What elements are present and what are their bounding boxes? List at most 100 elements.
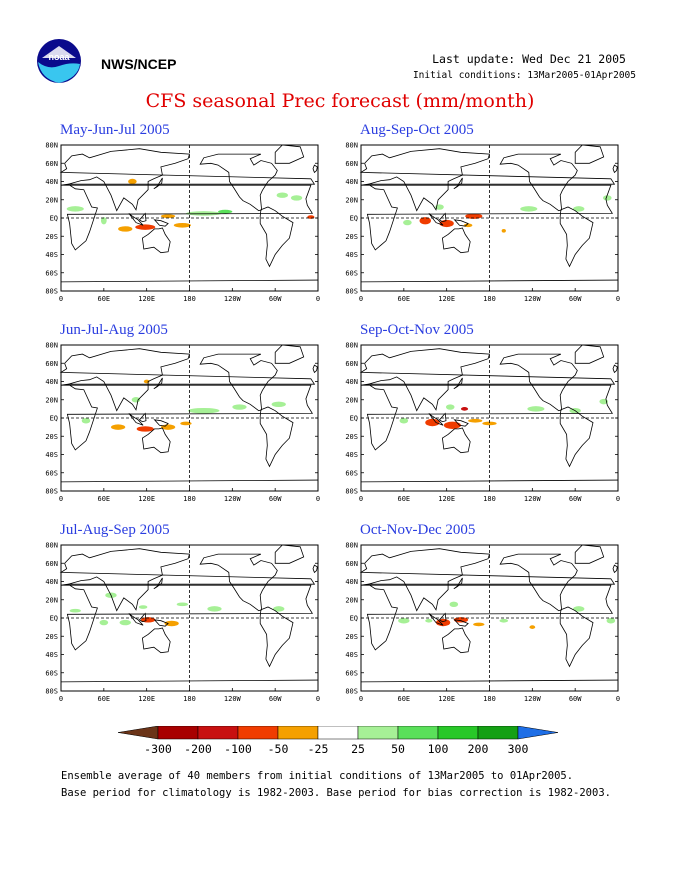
colorbar-segment <box>317 726 359 740</box>
coastline <box>138 412 147 423</box>
colorbar-segment <box>397 726 439 740</box>
precip-anomaly-area <box>276 192 289 198</box>
latitude-tick-label: 80N <box>345 342 358 350</box>
precip-anomaly-area <box>273 606 285 612</box>
latitude-tick-label: 40N <box>345 578 358 586</box>
longitude-tick-label: 120W <box>224 295 242 303</box>
longitude-tick-label: 0 <box>59 495 63 503</box>
latitude-tick-label: EQ <box>350 615 358 623</box>
longitude-tick-label: 0 <box>59 295 63 303</box>
precip-anomaly-area <box>606 618 616 624</box>
coastline <box>428 413 444 426</box>
coastline <box>559 606 594 668</box>
coastline <box>359 348 616 412</box>
coastline <box>428 613 444 626</box>
coastline <box>199 553 278 612</box>
latitude-tick-label: 40N <box>45 578 58 586</box>
longitude-tick-label: 180 <box>183 295 196 303</box>
coastline <box>574 344 605 364</box>
latitude-tick-label: 20S <box>345 433 358 441</box>
coastline <box>141 427 171 454</box>
latitude-tick-label: 20S <box>345 633 358 641</box>
coastline <box>59 548 316 612</box>
latitude-tick-label: 60S <box>45 669 58 677</box>
colorbar-segment <box>277 726 319 740</box>
coastline <box>499 353 578 412</box>
longitude-tick-label: 180 <box>183 495 196 503</box>
precip-anomaly-area <box>603 195 612 201</box>
precip-anomaly-area <box>135 224 156 230</box>
precip-anomaly-area <box>131 397 141 403</box>
coastline <box>441 627 471 654</box>
latitude-tick-label: 80S <box>45 688 58 696</box>
precip-anomaly-area <box>460 407 469 411</box>
longitude-tick-label: 0 <box>316 295 320 303</box>
coastline <box>438 412 447 423</box>
longitude-tick-label: 60E <box>398 695 411 703</box>
coastline <box>128 413 144 426</box>
coastline <box>441 427 471 454</box>
latitude-tick-label: 80N <box>345 542 358 550</box>
latitude-tick-label: 40S <box>45 251 58 259</box>
longitude-tick-label: 0 <box>316 495 320 503</box>
precip-anomaly-area <box>482 421 497 426</box>
latitude-tick-label: EQ <box>350 415 358 423</box>
coastline <box>259 206 294 268</box>
latitude-tick-label: 80N <box>45 542 58 550</box>
longitude-tick-label: 0 <box>316 695 320 703</box>
precip-anomaly-area <box>435 204 444 210</box>
coastline <box>153 577 163 590</box>
latitude-tick-label: 40S <box>345 251 358 259</box>
initial-conditions: Initial conditions: 13Mar2005-01Apr2005 <box>412 70 636 81</box>
coastline <box>153 377 163 390</box>
coastline <box>612 364 618 374</box>
longitude-tick-label: 60W <box>569 695 582 703</box>
precip-anomaly-area <box>473 622 485 627</box>
latitude-tick-label: 80S <box>345 688 358 696</box>
coastline <box>59 148 316 212</box>
precip-anomaly-area <box>110 424 126 430</box>
panel-title-2: Aug-Sep-Oct 2005 <box>360 122 474 138</box>
coastline <box>360 583 614 651</box>
longitude-tick-label: 120W <box>524 495 542 503</box>
longitude-tick-label: 120W <box>524 295 542 303</box>
longitude-tick-label: 60W <box>569 495 582 503</box>
coastline <box>453 219 469 227</box>
precip-anomaly-area <box>160 214 176 218</box>
footnote-line-1: Ensemble average of 40 members from init… <box>61 770 574 782</box>
latitude-tick-label: 60N <box>45 560 58 568</box>
precip-anomaly-area <box>232 404 247 410</box>
longitude-tick-label: 180 <box>183 695 196 703</box>
longitude-tick-label: 120E <box>138 495 155 503</box>
coastline <box>499 553 578 612</box>
latitude-tick-label: 80N <box>345 142 358 150</box>
precip-anomaly-area <box>207 606 222 612</box>
latitude-tick-label: 20N <box>345 396 358 404</box>
longitude-tick-label: 120W <box>524 695 542 703</box>
coastline <box>312 164 318 174</box>
colorbar-label: -300 <box>144 742 172 756</box>
coastline <box>559 206 594 268</box>
precipitation-colorbar: -300 -200 -100 -50 -25 25 50 100 200 300 <box>118 726 559 756</box>
coastline <box>128 213 144 226</box>
longitude-tick-label: 0 <box>616 495 620 503</box>
latitude-tick-label: 60S <box>45 469 58 477</box>
precip-anomaly-area <box>468 418 483 423</box>
longitude-tick-label: 120E <box>138 295 155 303</box>
coastline <box>499 153 578 212</box>
precip-anomaly-area <box>66 206 84 212</box>
coastline <box>128 613 144 626</box>
panel-title-1: May-Jun-Jul 2005 <box>60 122 170 138</box>
latitude-tick-label: 20N <box>45 196 58 204</box>
coastline <box>441 227 471 254</box>
coastline <box>559 406 594 468</box>
latitude-tick-label: 40S <box>345 651 358 659</box>
coastline <box>274 544 305 564</box>
latitude-tick-label: 20N <box>345 596 358 604</box>
precip-anomaly-area <box>398 618 410 624</box>
precip-anomaly-area <box>136 426 154 432</box>
coastline <box>428 213 444 226</box>
longitude-tick-label: 60E <box>398 295 411 303</box>
